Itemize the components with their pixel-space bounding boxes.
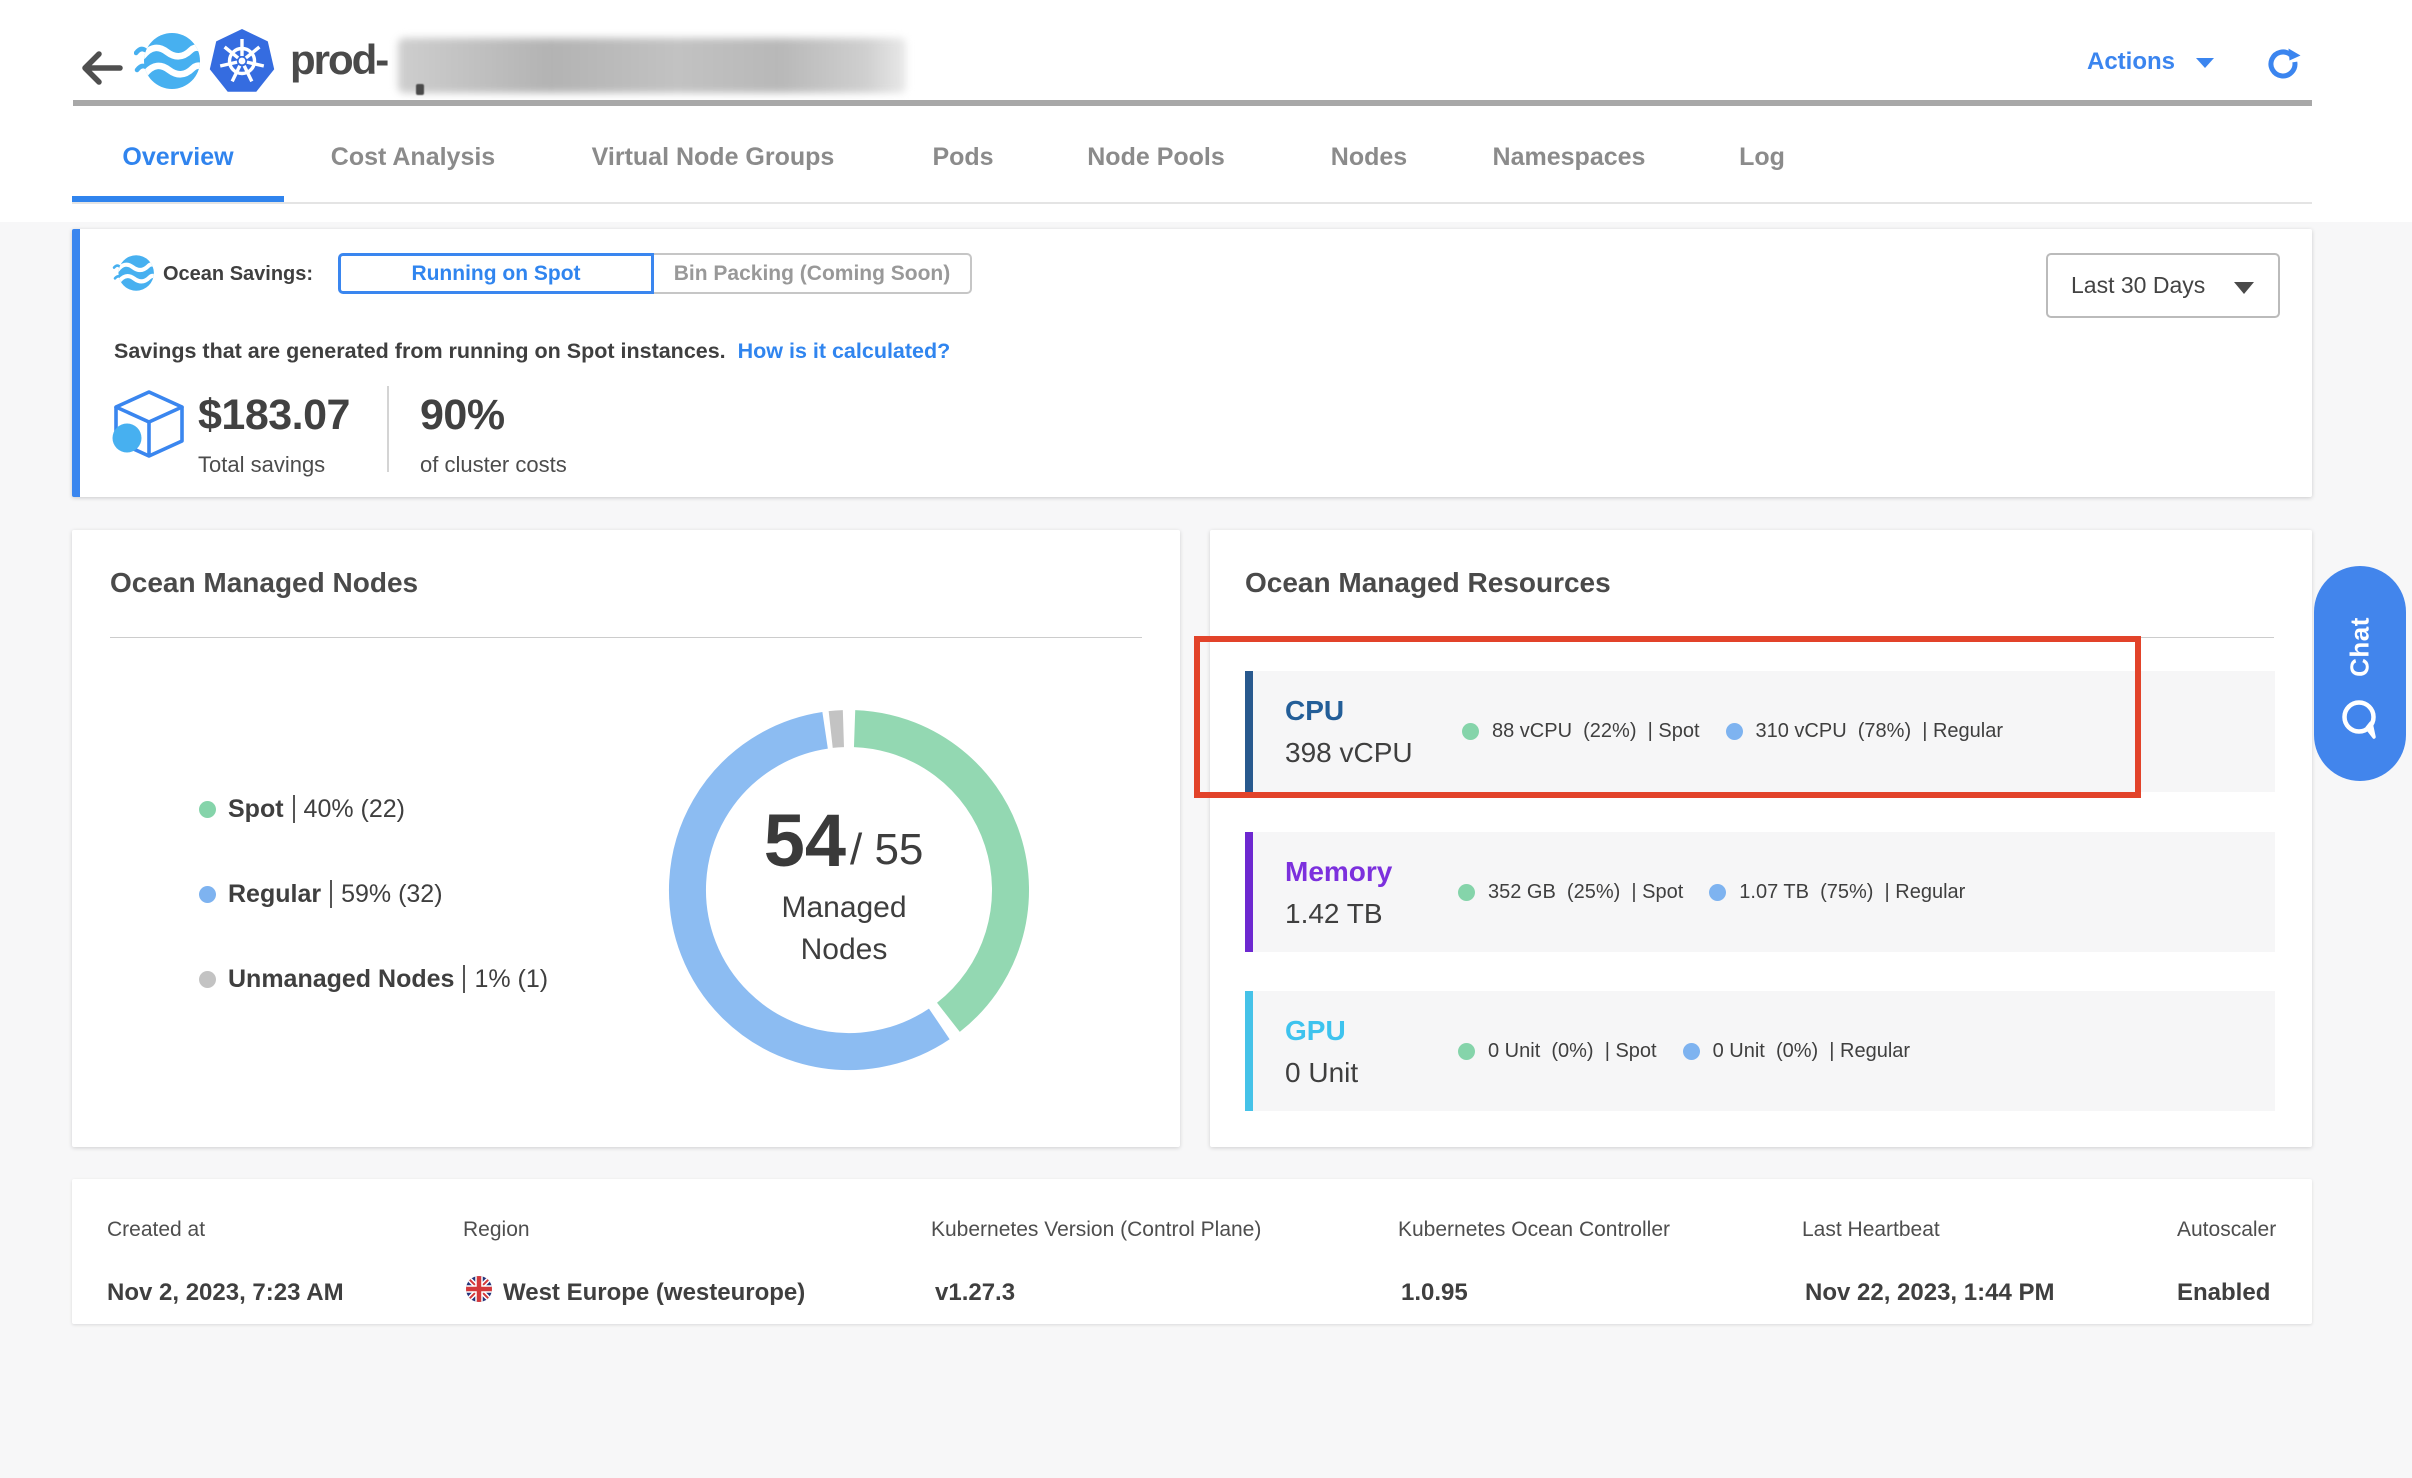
svg-text:54: 54 [764,799,846,882]
svg-text:/ 55: / 55 [850,825,923,874]
svg-text:Nodes: Nodes [801,933,888,966]
svg-text:Managed: Managed [781,891,906,924]
